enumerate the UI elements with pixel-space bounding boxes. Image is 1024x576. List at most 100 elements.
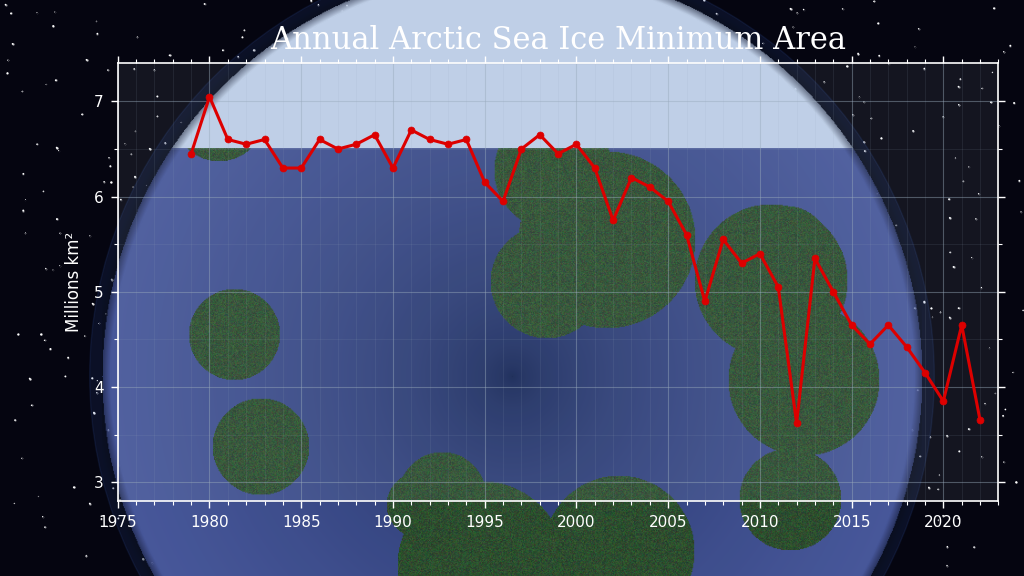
Point [771, 72, 787, 81]
Point [437, 215, 454, 224]
Point [618, 123, 635, 132]
Point [451, 386, 467, 395]
Point [838, 422, 854, 431]
Point [115, 328, 131, 337]
Point [950, 304, 967, 313]
Point [441, 122, 458, 131]
Point [146, 65, 163, 74]
Point [642, 207, 658, 217]
Point [578, 479, 594, 488]
Point [755, 39, 771, 48]
Point [574, 399, 591, 408]
Y-axis label: Millions km²: Millions km² [65, 232, 83, 332]
Point [849, 347, 865, 356]
Point [941, 313, 957, 322]
Point [239, 333, 255, 342]
Point [110, 514, 126, 523]
Point [99, 522, 116, 531]
Point [227, 488, 244, 498]
Point [705, 55, 721, 64]
Point [977, 399, 993, 408]
Point [863, 114, 880, 123]
Point [151, 187, 167, 196]
Point [117, 139, 133, 148]
Point [470, 135, 486, 144]
Point [3, 9, 19, 18]
Point [505, 260, 521, 269]
Point [775, 522, 792, 532]
Point [162, 51, 178, 60]
Point [230, 532, 247, 541]
Point [559, 158, 575, 167]
Point [871, 51, 888, 60]
Point [592, 320, 608, 329]
Point [103, 275, 120, 284]
Point [932, 308, 948, 317]
Point [430, 257, 446, 267]
Point [328, 216, 344, 225]
Point [334, 252, 350, 262]
Point [49, 214, 66, 223]
Point [60, 353, 77, 362]
Point [755, 318, 771, 327]
Point [602, 181, 618, 190]
Point [843, 526, 859, 536]
Point [643, 168, 659, 177]
Point [428, 17, 444, 26]
Point [925, 312, 941, 321]
Point [93, 514, 110, 524]
Point [114, 316, 130, 325]
Point [420, 142, 436, 151]
Point [744, 194, 761, 203]
Point [678, 73, 694, 82]
Point [490, 570, 507, 576]
Point [612, 517, 629, 526]
Point [476, 279, 493, 288]
Point [459, 0, 475, 7]
Point [230, 272, 247, 281]
Point [470, 114, 486, 123]
Point [127, 127, 143, 136]
Point [600, 333, 616, 342]
Point [987, 389, 1004, 398]
Point [812, 397, 828, 407]
Point [347, 350, 364, 359]
Point [950, 514, 967, 523]
Point [1005, 368, 1021, 377]
Point [117, 279, 133, 289]
Point [672, 533, 688, 542]
Point [676, 413, 692, 422]
Point [1008, 478, 1024, 487]
Point [284, 73, 300, 82]
Point [434, 195, 451, 204]
Point [477, 220, 494, 229]
Point [135, 401, 152, 411]
Point [983, 97, 999, 107]
Point [408, 455, 424, 464]
Point [691, 109, 708, 119]
Point [961, 162, 977, 172]
Point [173, 118, 189, 127]
Point [141, 144, 158, 153]
Point [50, 146, 67, 155]
Point [482, 301, 499, 310]
Point [296, 396, 312, 406]
Point [22, 374, 38, 383]
Point [594, 114, 610, 123]
Point [585, 51, 601, 60]
Point [293, 44, 309, 54]
Point [863, 518, 880, 528]
Point [623, 266, 639, 275]
Point [127, 172, 143, 181]
Point [739, 464, 756, 473]
Point [782, 157, 799, 166]
Point [361, 75, 378, 85]
Point [796, 5, 812, 14]
Point [935, 511, 951, 520]
Point [439, 336, 456, 346]
Point [724, 498, 740, 507]
Point [791, 144, 807, 153]
Point [154, 386, 170, 395]
Point [433, 445, 450, 454]
Point [509, 336, 525, 346]
